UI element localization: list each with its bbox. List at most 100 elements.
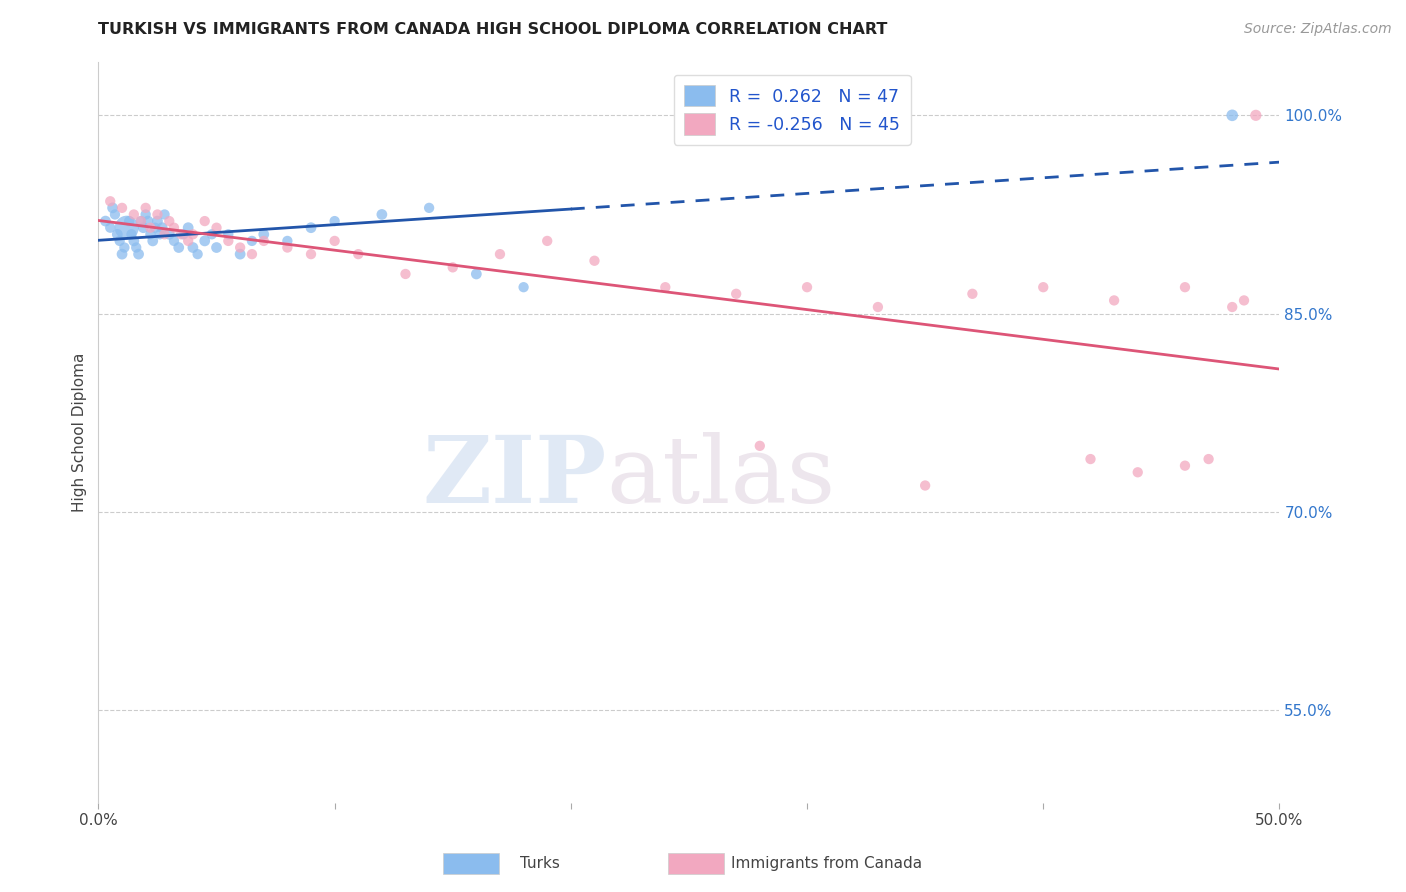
Point xyxy=(536,234,558,248)
Point xyxy=(441,260,464,275)
Point xyxy=(146,207,169,221)
Point xyxy=(118,214,141,228)
Point xyxy=(146,214,169,228)
Point xyxy=(111,247,134,261)
Point xyxy=(128,247,150,261)
Point xyxy=(299,247,322,261)
Point xyxy=(201,227,224,242)
Point xyxy=(94,214,117,228)
Point xyxy=(194,234,217,248)
Point xyxy=(323,214,346,228)
Point xyxy=(163,234,186,248)
Point xyxy=(150,220,173,235)
Point xyxy=(101,201,124,215)
Point xyxy=(253,227,276,242)
Point xyxy=(1174,458,1197,473)
Point xyxy=(1220,300,1243,314)
Point xyxy=(129,214,152,228)
Point xyxy=(153,207,176,221)
Point xyxy=(181,241,204,255)
Point xyxy=(240,247,263,261)
Point xyxy=(299,220,322,235)
Point xyxy=(1102,293,1125,308)
Point xyxy=(170,227,193,242)
Point xyxy=(125,241,148,255)
Point xyxy=(240,234,263,248)
Point xyxy=(866,300,889,314)
Point xyxy=(129,214,152,228)
Text: Source: ZipAtlas.com: Source: ZipAtlas.com xyxy=(1244,22,1392,37)
Point xyxy=(1174,280,1197,294)
Point xyxy=(122,234,145,248)
Point xyxy=(139,220,162,235)
Point xyxy=(194,214,217,228)
Y-axis label: High School Diploma: High School Diploma xyxy=(72,353,87,512)
Text: TURKISH VS IMMIGRANTS FROM CANADA HIGH SCHOOL DIPLOMA CORRELATION CHART: TURKISH VS IMMIGRANTS FROM CANADA HIGH S… xyxy=(98,22,887,37)
Point xyxy=(654,280,676,294)
Point xyxy=(157,214,180,228)
Point xyxy=(512,280,534,294)
Point xyxy=(962,286,984,301)
Point xyxy=(1126,465,1149,479)
Point xyxy=(725,286,748,301)
Point xyxy=(111,201,134,215)
Point xyxy=(157,227,180,242)
Point xyxy=(121,227,143,242)
Point xyxy=(122,207,145,221)
Point xyxy=(142,234,165,248)
Point xyxy=(104,207,127,221)
Point xyxy=(1233,293,1256,308)
Point xyxy=(748,439,770,453)
Point xyxy=(217,234,239,248)
Text: Immigrants from Canada: Immigrants from Canada xyxy=(731,856,922,871)
Point xyxy=(98,194,121,209)
Point xyxy=(253,234,276,248)
Point xyxy=(132,220,155,235)
Point xyxy=(1080,452,1102,467)
Point xyxy=(172,227,194,242)
Point xyxy=(489,247,512,261)
Point xyxy=(181,227,204,242)
Legend: R =  0.262   N = 47, R = -0.256   N = 45: R = 0.262 N = 47, R = -0.256 N = 45 xyxy=(673,75,911,145)
Point xyxy=(167,241,190,255)
Point xyxy=(229,241,252,255)
Point xyxy=(276,234,298,248)
Text: Turks: Turks xyxy=(520,856,560,871)
Point xyxy=(229,247,252,261)
Point xyxy=(394,267,416,281)
Point xyxy=(163,220,186,235)
Point xyxy=(1244,108,1267,122)
Point xyxy=(143,220,166,235)
Point xyxy=(914,478,936,492)
Point xyxy=(583,253,606,268)
Point xyxy=(136,214,159,228)
Point xyxy=(135,207,157,221)
Point xyxy=(112,241,135,255)
Point xyxy=(205,220,228,235)
Point xyxy=(177,220,200,235)
Point xyxy=(177,234,200,248)
Point xyxy=(465,267,488,281)
Point xyxy=(323,234,346,248)
Point xyxy=(187,247,209,261)
Point xyxy=(1220,108,1243,122)
Point xyxy=(105,227,128,242)
Point xyxy=(149,227,172,242)
Point xyxy=(205,241,228,255)
Point xyxy=(276,241,298,255)
Point xyxy=(135,201,157,215)
Point xyxy=(1032,280,1054,294)
Text: ZIP: ZIP xyxy=(422,432,606,522)
Point xyxy=(371,207,394,221)
Point xyxy=(796,280,818,294)
Point xyxy=(108,234,131,248)
Point xyxy=(217,227,239,242)
Point xyxy=(139,227,162,242)
Point xyxy=(347,247,370,261)
Point xyxy=(153,227,176,242)
Point xyxy=(98,220,121,235)
Point xyxy=(1198,452,1220,467)
Point xyxy=(418,201,440,215)
Point xyxy=(115,220,138,235)
Text: atlas: atlas xyxy=(606,432,835,522)
